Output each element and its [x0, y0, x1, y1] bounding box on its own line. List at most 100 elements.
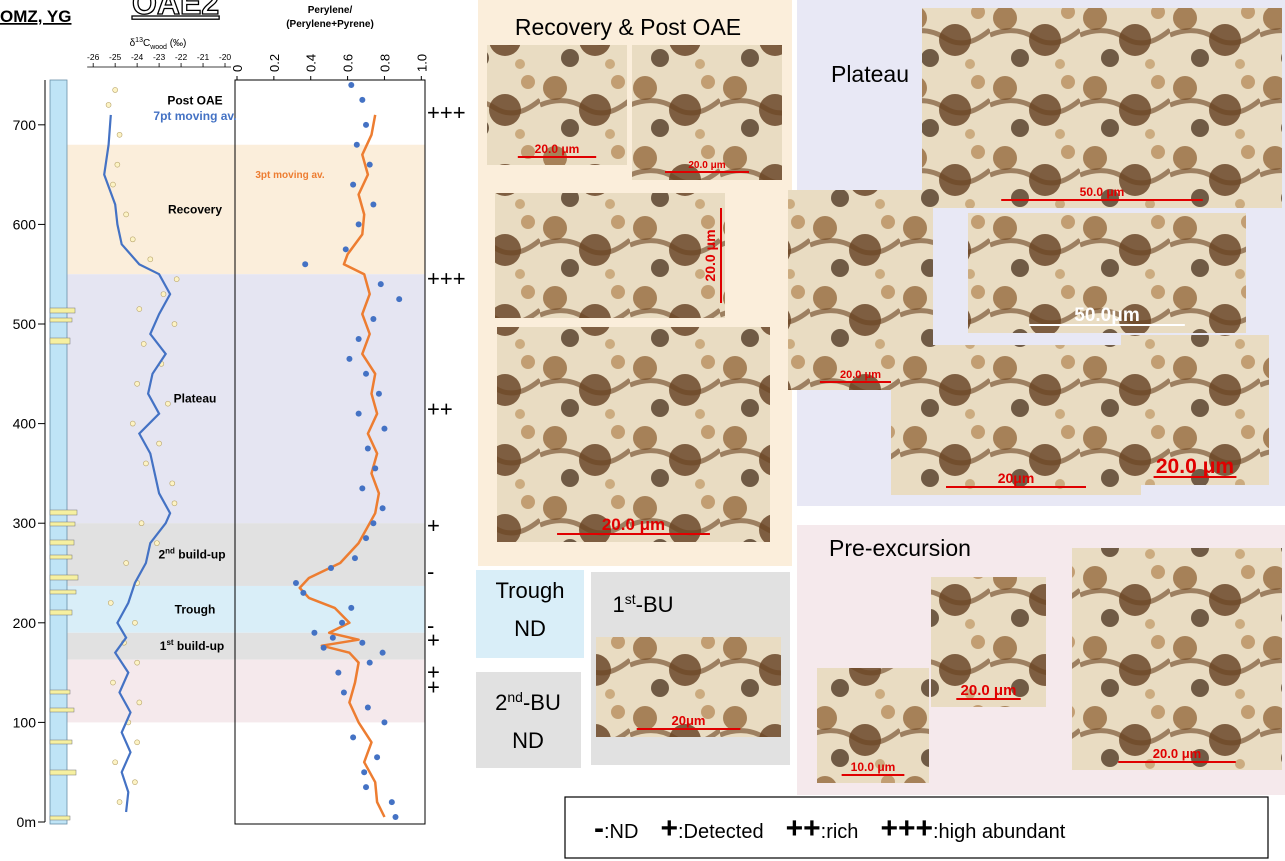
photomicrograph: [487, 45, 627, 165]
legend-box: [564, 796, 1269, 859]
chart: Post OAE Recovery Plateau 2nd build-up Troug…: [87, 5, 466, 821]
photomicrograph: [968, 213, 1246, 333]
d13c-tick-label: -23: [153, 52, 166, 62]
perylene-point: [342, 246, 349, 253]
legend: -:ND +:Detected ++:rich +++:high abundant: [594, 812, 1066, 845]
abundance-symbol: +: [427, 513, 440, 538]
d13c-line: [103, 114, 172, 813]
perylene-point: [355, 221, 362, 228]
title-part: 2: [495, 690, 507, 715]
d13c-raw-point: [123, 211, 129, 218]
panel-result: ND: [512, 728, 544, 753]
legend-symbol: -: [594, 812, 604, 845]
perylene-point: [364, 704, 371, 711]
panel-title: Recovery & Post OAE: [515, 14, 741, 40]
title-part: -BU: [523, 690, 561, 715]
photomicrograph: [632, 45, 782, 180]
zone-label: Post OAE: [167, 93, 222, 107]
d13c-raw-point: [171, 321, 178, 327]
title-sup: 13: [135, 37, 143, 44]
d13c-raw-point: [156, 440, 162, 447]
perylene-point: [292, 579, 299, 586]
perylene-point: [340, 689, 347, 696]
panel-title: 1st-BU: [612, 591, 673, 617]
label-part: build-up: [174, 639, 225, 653]
zone-label: 1st build-up: [160, 638, 224, 653]
photomicrograph: [891, 345, 1141, 495]
photomicrograph: [922, 8, 1282, 208]
perylene-point: [300, 589, 307, 596]
scale-label: 20.0 μm: [961, 682, 1017, 699]
zone-label: Plateau: [174, 392, 217, 406]
panel-title: Pre-excursion: [829, 535, 971, 561]
scale-label: 20μm: [672, 713, 706, 728]
d13c-raw-point: [129, 420, 136, 427]
perylene-point: [350, 734, 357, 741]
d13c-raw-point: [143, 460, 149, 467]
perylene-point: [355, 335, 362, 342]
perylene-point: [396, 296, 403, 303]
d13c-raw-point: [165, 400, 171, 407]
legend-label: :ND: [604, 821, 638, 843]
d13c-raw-point: [132, 779, 138, 785]
title-part: C: [143, 38, 150, 49]
perylene-tick-label: 0.4: [304, 54, 319, 72]
scale-label: 10.0 μm: [851, 760, 896, 774]
perylene-line: [298, 114, 386, 818]
photomicrograph: [817, 668, 929, 783]
abundance-symbol: -: [427, 613, 434, 638]
title-part: 1: [612, 592, 624, 617]
d13c-axis-title: δ13Cwood (‰): [130, 37, 187, 51]
label-part: build-up: [175, 548, 226, 562]
scale-label: 20.0 μm: [535, 142, 580, 156]
d13c-raw-point: [114, 161, 121, 168]
zone-band: [65, 659, 425, 723]
title-sup: nd: [507, 689, 523, 705]
perylene-point: [388, 799, 395, 806]
d13c-raw-point: [112, 87, 118, 93]
perylene-point: [363, 370, 370, 377]
photomicrograph: [495, 193, 725, 318]
panel-title: Plateau: [831, 61, 909, 87]
label-sup: st: [166, 638, 173, 647]
d13c-raw-point: [116, 799, 123, 805]
perylene-point: [359, 96, 366, 103]
d13c-tick-label: -22: [175, 52, 188, 62]
lithology-beds: [49, 307, 79, 821]
label-part: 1: [160, 639, 167, 653]
legend-symbol: +++: [880, 812, 933, 845]
perylene-point: [379, 505, 386, 512]
d13c-raw-point: [160, 291, 167, 297]
perylene-point: [372, 465, 379, 472]
perylene-point: [370, 520, 377, 527]
perylene-point: [375, 390, 382, 397]
perylene-point: [366, 161, 373, 168]
scale-label: 20.0 μm: [602, 515, 665, 534]
d13c-raw-point: [138, 520, 145, 527]
d13c-raw-point: [110, 181, 116, 188]
perylene-point: [335, 669, 342, 676]
depth-tick-label: 0m: [17, 814, 36, 830]
scale-label: 20.0 μm: [1153, 746, 1201, 761]
perylene-point: [381, 425, 388, 432]
perylene-point: [353, 141, 360, 148]
scale-label: 50.0μm: [1074, 305, 1140, 326]
perylene-point: [379, 649, 386, 656]
event-label: OAE2: [132, 0, 219, 21]
perylene-point: [363, 121, 370, 128]
d13c-raw-point: [116, 131, 123, 138]
site-label: OMZ, YG: [0, 7, 71, 26]
zone-band: [65, 274, 425, 524]
d13c-raw-point: [154, 540, 160, 546]
perylene-title: (Perylene+Pyrene): [286, 19, 374, 30]
depth-tick-label: 700: [13, 117, 37, 133]
abundance-symbol: -: [427, 559, 434, 584]
legend-symbol: +: [660, 812, 678, 845]
zone-label: Recovery: [168, 202, 222, 216]
d13c-raw-point: [132, 620, 138, 626]
photomicrograph: [931, 577, 1046, 707]
d13c-tick-label: -26: [87, 52, 100, 62]
depth-tick-label: 600: [13, 216, 37, 232]
perylene-point: [302, 261, 309, 268]
